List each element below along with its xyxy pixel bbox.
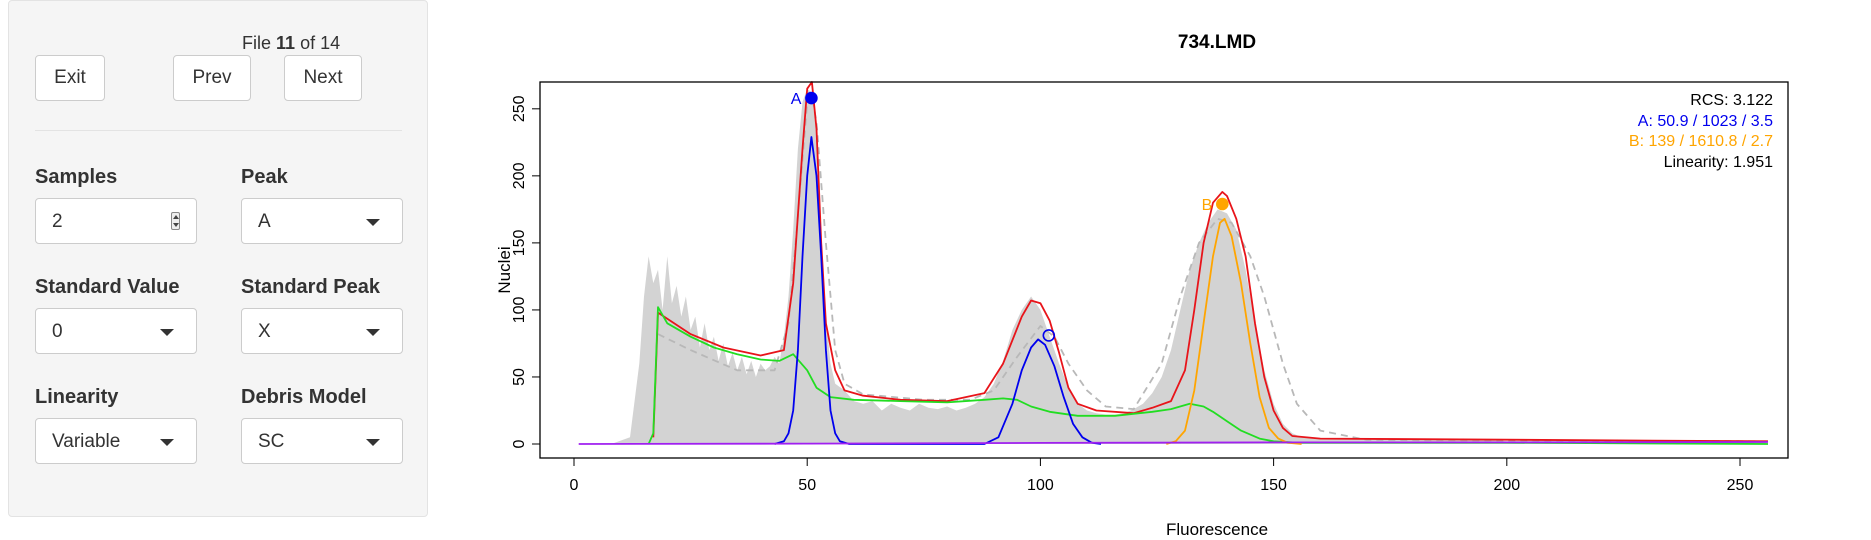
chevron-down-icon <box>366 329 380 336</box>
samples-label: Samples <box>35 166 118 188</box>
standard-value-label: Standard Value <box>35 276 180 298</box>
file-prefix-text: File <box>242 33 272 53</box>
peak-label-a: A <box>791 91 802 108</box>
stat-peak-a: A: 50.9 / 1023 / 3.5 <box>1638 113 1773 130</box>
standard-peak-value: X <box>258 321 271 342</box>
stat-peak-b: B: 139 / 1610.8 / 2.7 <box>1629 133 1773 150</box>
chevron-down-icon <box>160 439 174 446</box>
series-layer <box>578 81 1769 445</box>
x-tick-label: 250 <box>1727 477 1754 494</box>
peak-marker-b <box>1216 197 1229 211</box>
peak-select[interactable]: A <box>241 198 403 244</box>
peak-marker-a <box>805 91 818 105</box>
x-tick-label: 50 <box>798 477 816 494</box>
series-model-fit <box>652 81 1769 443</box>
control-panel: File 11 of 14 Exit Prev Next Samples 2 P… <box>8 0 428 517</box>
y-tick-label: 50 <box>511 368 528 386</box>
stat-rcs: RCS: 3.122 <box>1690 92 1773 109</box>
file-current-number: 11 <box>276 33 296 53</box>
chart-title: 734.LMD <box>1178 32 1256 53</box>
file-of-text: of <box>300 33 316 53</box>
next-button[interactable]: Next <box>284 55 362 101</box>
y-tick-label: 100 <box>511 296 528 323</box>
peak-label: Peak <box>241 166 288 188</box>
debris-model-value: SC <box>258 431 285 452</box>
x-tick-label: 150 <box>1260 477 1287 494</box>
divider <box>35 130 402 131</box>
series-debris <box>647 306 1769 445</box>
standard-peak-label: Standard Peak <box>241 276 380 298</box>
prev-button[interactable]: Prev <box>173 55 251 101</box>
y-tick-label: 200 <box>511 162 528 189</box>
exit-button[interactable]: Exit <box>35 55 105 101</box>
y-axis-label: Nuclei <box>495 246 514 293</box>
samples-input[interactable]: 2 <box>35 198 197 244</box>
linearity-value: Variable <box>52 431 121 452</box>
debris-model-select[interactable]: SC <box>241 418 403 464</box>
x-tick-label: 200 <box>1493 477 1520 494</box>
standard-value-select[interactable]: 0 <box>35 308 197 354</box>
series-peak-b <box>1166 217 1302 445</box>
y-tick-label: 0 <box>511 439 528 448</box>
peak-label-b: B <box>1202 197 1213 214</box>
samples-value: 2 <box>52 211 63 232</box>
chevron-down-icon <box>160 329 174 336</box>
x-axis-label: Fluorescence <box>1166 520 1268 539</box>
peak-value: A <box>258 211 271 232</box>
series-initial-fit <box>657 94 1769 443</box>
x-tick-label: 0 <box>570 477 579 494</box>
standard-value-value: 0 <box>52 321 63 342</box>
series-histogram <box>578 88 1769 444</box>
x-tick-label: 100 <box>1027 477 1054 494</box>
axis-layer: 0 50 100 150 200 250 0 50 100 150 200 250 <box>511 95 1753 494</box>
y-tick-label: 250 <box>511 95 528 122</box>
linearity-select[interactable]: Variable <box>35 418 197 464</box>
file-total-number: 14 <box>320 33 341 53</box>
linearity-label: Linearity <box>35 386 119 408</box>
chevron-down-icon <box>366 439 380 446</box>
series-aggregates <box>578 441 1769 445</box>
peak-marker-2 <box>1042 329 1056 342</box>
spinner-icon[interactable] <box>171 212 180 230</box>
debris-model-label: Debris Model <box>241 386 367 408</box>
marker-layer: AB <box>791 91 1229 342</box>
file-counter: File 11 of 14 <box>242 33 340 54</box>
stat-linearity: Linearity: 1.951 <box>1664 154 1774 171</box>
chevron-down-icon <box>366 219 380 226</box>
y-tick-label: 150 <box>511 229 528 256</box>
standard-peak-select[interactable]: X <box>241 308 403 354</box>
